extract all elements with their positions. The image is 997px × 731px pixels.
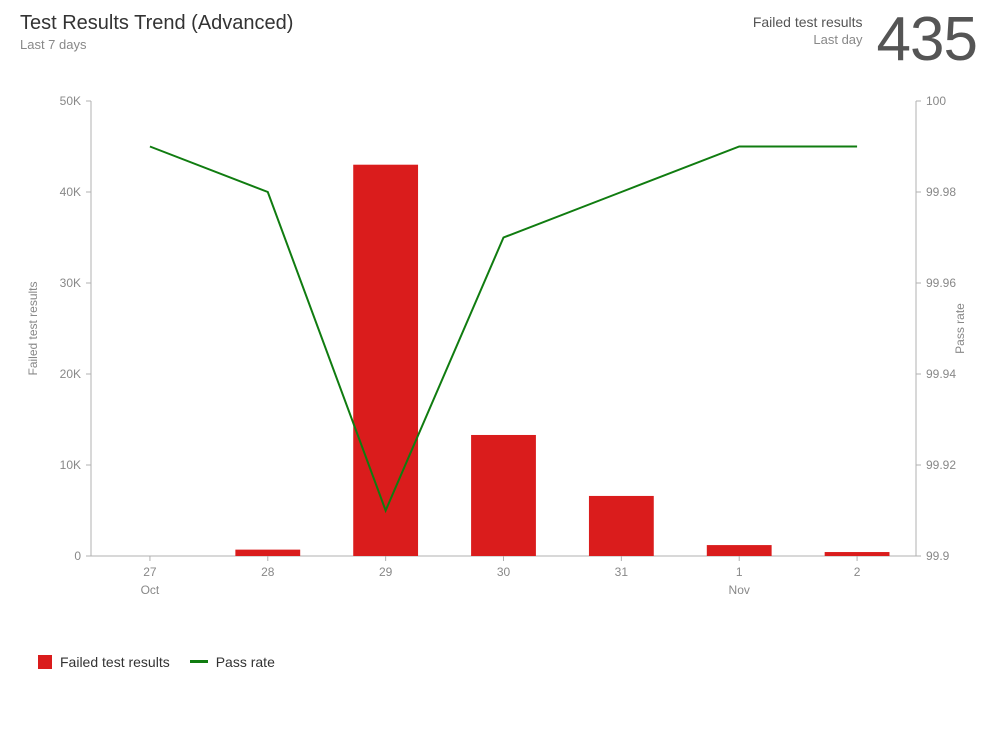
x-tick-label: 2 <box>854 565 861 579</box>
y-right-tick-label: 99.96 <box>926 276 956 290</box>
legend-item-failed: Failed test results <box>38 654 170 670</box>
bar <box>707 545 772 556</box>
chart-area: 0 10K 20K 30K 40K 50K 99.9 99.92 99.94 99.96 99.98… <box>21 76 976 636</box>
header-left: Test Results Trend (Advanced) Last 7 day… <box>20 12 293 52</box>
bar <box>589 496 654 556</box>
kpi-label: Failed test results <box>753 14 863 30</box>
bar <box>825 552 890 556</box>
legend-label-failed: Failed test results <box>60 654 170 670</box>
header-right: Failed test results Last day 435 <box>753 12 977 68</box>
widget-subtitle: Last 7 days <box>20 37 293 52</box>
y-right-tick-label: 99.9 <box>926 549 950 563</box>
kpi-sublabel: Last day <box>753 32 863 47</box>
legend-swatch-line <box>190 660 208 663</box>
x-tick-label: 1 <box>736 565 743 579</box>
y-right-tick-label: 99.94 <box>926 367 956 381</box>
header-right-labels: Failed test results Last day <box>753 14 863 47</box>
legend-swatch-bar <box>38 655 52 669</box>
y-left-tick-label: 30K <box>60 276 81 290</box>
bar <box>353 164 418 555</box>
legend-label-passrate: Pass rate <box>216 654 275 670</box>
widget-title: Test Results Trend (Advanced) <box>20 12 293 35</box>
kpi-value: 435 <box>877 12 977 68</box>
test-results-trend-widget: Test Results Trend (Advanced) Last 7 day… <box>0 0 997 731</box>
y-right-tick-label: 99.98 <box>926 185 956 199</box>
y-right-tick-label: 99.92 <box>926 458 956 472</box>
y-right-axis-label: Pass rate <box>953 303 967 354</box>
legend-item-passrate: Pass rate <box>190 654 275 670</box>
y-left-tick-label: 40K <box>60 185 81 199</box>
chart-svg: 0 10K 20K 30K 40K 50K 99.9 99.92 99.94 99.96 99.98… <box>21 76 976 636</box>
y-left-axis-label: Failed test results <box>26 281 40 375</box>
bar <box>235 549 300 555</box>
x-tick-label: 30 <box>497 565 511 579</box>
x-tick-label: 27 <box>143 565 157 579</box>
y-right-tick-label: 100 <box>926 94 946 108</box>
x-month-label: Oct <box>141 583 160 597</box>
x-tick-label: 31 <box>615 565 629 579</box>
x-month-label: Nov <box>729 583 750 597</box>
legend: Failed test results Pass rate <box>20 636 977 670</box>
widget-header: Test Results Trend (Advanced) Last 7 day… <box>20 12 977 68</box>
bar <box>471 435 536 556</box>
y-left-tick-label: 50K <box>60 94 81 108</box>
x-tick-label: 29 <box>379 565 393 579</box>
y-left-tick-label: 20K <box>60 367 81 381</box>
x-tick-label: 28 <box>261 565 275 579</box>
y-left-tick-label: 0 <box>74 549 81 563</box>
y-left-tick-label: 10K <box>60 458 81 472</box>
